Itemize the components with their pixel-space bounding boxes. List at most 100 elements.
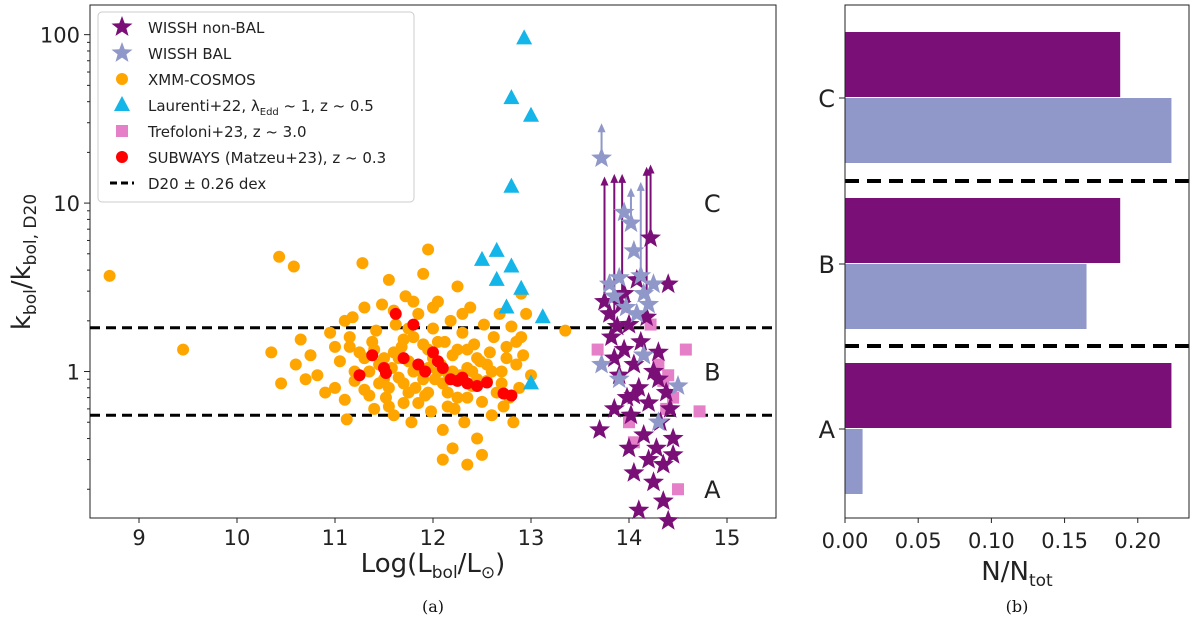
point-subways-5 xyxy=(407,318,420,331)
point-laurenti-7 xyxy=(513,279,530,295)
point-xmmcosmos-3 xyxy=(273,250,286,263)
legend-marker-0 xyxy=(111,16,133,36)
point-xmmcosmos-24 xyxy=(368,402,381,415)
x-axis-ticks: 9 10 11 12 13 14 15 xyxy=(132,518,740,550)
upper-limit-arrowhead-4 xyxy=(646,164,655,174)
point-xmmcosmos-93 xyxy=(436,453,449,466)
point-subways-1 xyxy=(366,349,379,362)
point-xmmcosmos-92 xyxy=(461,458,474,471)
point-xmmcosmos-55 xyxy=(444,314,457,327)
bar-c-nonbal xyxy=(845,32,1121,97)
point-xmmcosmos-98 xyxy=(397,377,410,390)
point-wissh-25 xyxy=(655,381,677,402)
point-wissh-28 xyxy=(662,427,684,448)
point-subways-15 xyxy=(480,376,493,389)
x-axis-label-sub: bol xyxy=(432,563,458,583)
caption-b: (b) xyxy=(1006,597,1029,616)
point-wissh-2 xyxy=(598,302,620,323)
x-tick-label-13: 13 xyxy=(518,526,545,550)
point-xmmcosmos-136 xyxy=(417,338,430,351)
point-wissh-3 xyxy=(603,285,625,306)
x-tick-label-11: 11 xyxy=(322,526,349,550)
point-wissh-10 xyxy=(630,264,652,285)
point-xmmcosmos-131 xyxy=(456,307,469,320)
legend-marker-5 xyxy=(116,151,128,163)
point-xmmcosmos-138 xyxy=(451,343,464,356)
legend-entry-laurenti-end: ~ 1, z ~ 0.5 xyxy=(279,97,374,115)
point-xmmcosmos-77 xyxy=(497,400,510,413)
point-xmmcosmos-82 xyxy=(510,358,523,371)
upper-limit-arrowhead-2 xyxy=(618,173,627,183)
legend-box xyxy=(97,11,415,203)
point-laurenti-2 xyxy=(523,106,539,122)
category-labels: C B A xyxy=(818,85,845,444)
x-axis-label-sub2: ⊙ xyxy=(481,563,495,583)
point-xmmcosmos-1 xyxy=(177,343,190,356)
legend-entry-laurenti-sub: Edd xyxy=(260,107,279,118)
bar-x-tick-label-0.15: 0.15 xyxy=(1041,529,1088,553)
point-xmmcosmos-0 xyxy=(103,269,116,282)
point-wissh-33 xyxy=(613,282,635,303)
point-wissh-35 xyxy=(643,471,664,492)
point-wissh-17 xyxy=(608,368,630,389)
point-wissh-15 xyxy=(630,330,652,351)
region-separators xyxy=(845,179,1189,348)
point-xmmcosmos-91 xyxy=(446,442,459,455)
point-laurenti-0 xyxy=(516,29,533,45)
caption-a: (a) xyxy=(422,597,444,616)
point-xmmcosmos-66 xyxy=(471,432,484,445)
point-wissh-12 xyxy=(623,353,645,374)
bar-b-nonbal xyxy=(845,198,1121,263)
point-xmmcosmos-68 xyxy=(476,395,488,408)
point-xmmcosmos-94 xyxy=(422,243,435,256)
upper-limit-arrowhead-1 xyxy=(610,173,619,183)
point-xmmcosmos-143 xyxy=(324,326,337,339)
bar-x-tick-label-0.10: 0.10 xyxy=(968,529,1015,553)
bar-category-label-a: A xyxy=(819,416,836,444)
legend-markers xyxy=(110,16,134,185)
point-xmmcosmos-140 xyxy=(485,365,498,378)
x-axis-label-main: Log(L xyxy=(361,549,433,579)
point-wissh-38 xyxy=(647,368,669,389)
region-label-c: C xyxy=(704,190,721,218)
upper-limit-arrowhead-6 xyxy=(626,187,635,197)
point-laurenti-11 xyxy=(523,374,539,390)
point-wissh-31 xyxy=(652,490,674,510)
point-wissh-0 xyxy=(591,147,612,167)
point-wissh-9 xyxy=(626,302,648,323)
point-xmmcosmos-72 xyxy=(485,409,498,422)
point-wissh-39 xyxy=(623,384,645,405)
point-trefoloni-9 xyxy=(693,405,706,418)
point-xmmcosmos-36 xyxy=(397,397,410,410)
legend-marker-3 xyxy=(114,96,130,111)
point-wissh-11 xyxy=(620,404,642,425)
point-xmmcosmos-142 xyxy=(510,335,523,348)
point-wissh-6 xyxy=(615,296,637,317)
point-xmmcosmos-25 xyxy=(370,324,383,337)
point-wissh-21 xyxy=(646,437,667,458)
point-wissh-7 xyxy=(620,212,642,233)
point-xmmcosmos-119 xyxy=(466,365,479,378)
bar-category-label-b: B xyxy=(819,251,835,279)
point-xmmcosmos-141 xyxy=(495,377,508,390)
point-xmmcosmos-135 xyxy=(397,333,410,346)
point-xmmcosmos-58 xyxy=(451,280,464,293)
point-trefoloni-0 xyxy=(591,343,604,356)
legend: WISSH non-BAL WISSH BAL XMM-COSMOS Laure… xyxy=(97,11,415,203)
point-wissh-15 xyxy=(647,411,669,432)
point-xmmcosmos-123 xyxy=(422,386,435,399)
point-wissh-32 xyxy=(657,509,679,530)
point-subways-8 xyxy=(427,346,439,359)
point-wissh-14 xyxy=(633,344,655,365)
point-xmmcosmos-61 xyxy=(458,416,471,429)
x-tick-label-12: 12 xyxy=(420,526,447,550)
point-wissh-24 xyxy=(652,453,674,474)
panel-b-frame xyxy=(844,4,1190,519)
point-xmmcosmos-11 xyxy=(319,386,332,399)
point-subways-10 xyxy=(436,361,449,374)
point-xmmcosmos-122 xyxy=(402,386,415,399)
point-xmmcosmos-22 xyxy=(363,365,376,378)
point-subways-0 xyxy=(353,369,366,382)
bar-x-tick-label-0.05: 0.05 xyxy=(895,529,942,553)
